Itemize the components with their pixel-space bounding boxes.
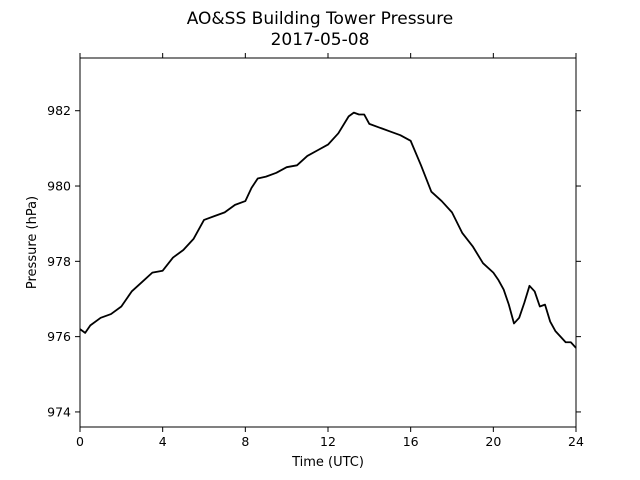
y-tick-label: 978 [47, 254, 71, 269]
y-axis-label: Pressure (hPa) [25, 196, 40, 289]
y-axis-ticks: 974 976 978 980 982 [47, 103, 581, 419]
x-tick-label: 12 [320, 434, 336, 449]
y-tick-label: 976 [47, 329, 71, 344]
x-tick-label: 16 [403, 434, 419, 449]
x-tick-label: 0 [76, 434, 84, 449]
x-axis-label: Time (UTC) [291, 455, 364, 470]
y-tick-label: 980 [47, 179, 71, 194]
y-tick-label: 974 [47, 404, 71, 419]
x-tick-label: 24 [568, 434, 584, 449]
chart-subtitle: 2017-05-08 [271, 30, 370, 50]
chart-title: AO&SS Building Tower Pressure [187, 9, 454, 29]
x-tick-label: 4 [159, 434, 167, 449]
plot-area-frame [79, 57, 577, 428]
pressure-series-line [79, 111, 577, 349]
x-tick-label: 20 [485, 434, 501, 449]
y-tick-label: 982 [47, 103, 71, 118]
x-axis-ticks: 0 4 8 12 16 20 24 [76, 53, 584, 449]
x-tick-label: 8 [241, 434, 249, 449]
